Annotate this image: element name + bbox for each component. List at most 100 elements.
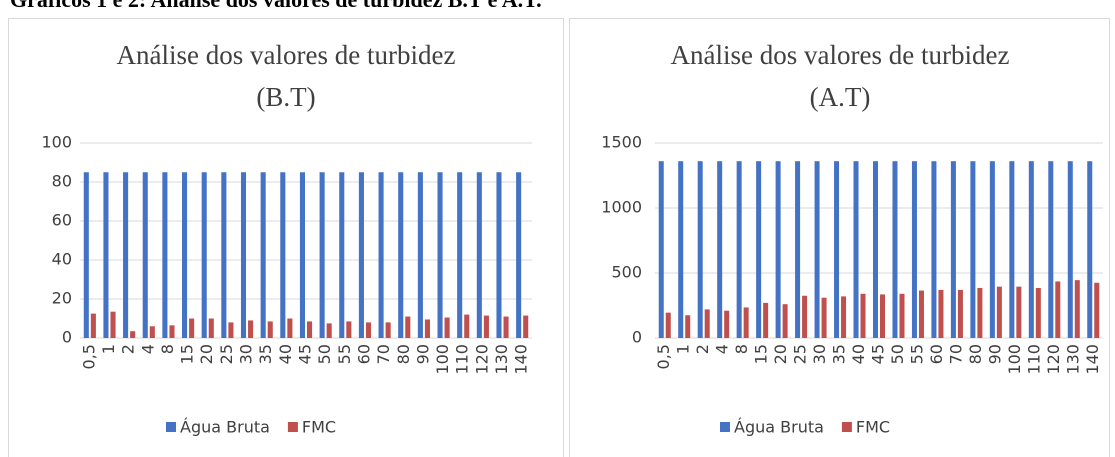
x-tick-label: 100 xyxy=(1005,344,1024,375)
bar xyxy=(1028,161,1034,338)
chart-frame xyxy=(8,18,564,457)
legend-swatch xyxy=(287,422,298,432)
x-tick-label: 130 xyxy=(1063,344,1082,375)
bar xyxy=(339,172,345,338)
x-tick-label: 25 xyxy=(791,344,810,364)
bar xyxy=(665,312,671,338)
bar xyxy=(950,161,956,338)
bar xyxy=(457,172,463,338)
y-tick-label: 0 xyxy=(62,328,72,347)
bar xyxy=(775,161,781,338)
bar xyxy=(385,322,391,338)
bar xyxy=(189,318,195,338)
y-tick-label: 1500 xyxy=(601,133,642,152)
y-tick-label: 500 xyxy=(611,263,642,282)
x-tick-label: 40 xyxy=(276,344,295,364)
x-tick-label: 140 xyxy=(1083,344,1102,375)
bar xyxy=(162,172,168,338)
bar xyxy=(280,172,286,338)
x-tick-label: 4 xyxy=(138,344,157,354)
legend-swatch xyxy=(720,422,730,432)
bar xyxy=(736,161,742,338)
bar xyxy=(90,313,96,338)
y-tick-label: 20 xyxy=(52,289,72,308)
bar xyxy=(476,172,482,338)
x-tick-label: 90 xyxy=(413,344,432,364)
bar xyxy=(267,321,273,338)
header: Gráficos 1 e 2: Análise dos valores de t… xyxy=(10,0,542,12)
x-tick-label: 80 xyxy=(966,344,985,364)
bar xyxy=(142,172,148,338)
x-tick-label: 0,5 xyxy=(654,344,673,369)
bar xyxy=(802,295,808,338)
bar xyxy=(365,322,372,338)
x-tick-label: 4 xyxy=(713,344,732,354)
legend-swatch xyxy=(841,422,852,432)
bar xyxy=(957,289,963,338)
chart-title: Análise dos valores de turbidez xyxy=(671,40,1010,70)
chart-title: Análise dos valores de turbidez xyxy=(117,40,456,70)
bar xyxy=(814,161,820,338)
bar xyxy=(398,172,404,338)
bar xyxy=(743,307,749,338)
x-tick-label: 0,5 xyxy=(79,344,98,369)
x-tick-label: 8 xyxy=(158,344,177,354)
bar xyxy=(307,321,313,338)
bar xyxy=(1035,287,1041,338)
x-tick-label: 70 xyxy=(946,344,965,364)
bar xyxy=(872,161,878,338)
bar xyxy=(208,318,214,338)
bar xyxy=(417,172,423,338)
x-tick-label: 25 xyxy=(217,344,236,364)
bar xyxy=(346,321,352,338)
bar xyxy=(248,320,254,338)
bar xyxy=(1074,280,1080,338)
bar xyxy=(756,161,762,338)
bar xyxy=(228,322,234,338)
x-tick-label: 35 xyxy=(830,344,849,364)
x-tick-label: 1 xyxy=(674,344,693,354)
bar xyxy=(717,161,723,338)
legend-label: FMC xyxy=(856,418,890,437)
bar xyxy=(821,297,827,338)
x-tick-label: 110 xyxy=(453,344,472,375)
bar xyxy=(1094,282,1100,338)
bar xyxy=(287,318,293,338)
bar xyxy=(880,294,886,338)
bar xyxy=(503,316,509,338)
bar xyxy=(938,289,944,338)
bar xyxy=(326,323,332,338)
bar xyxy=(996,286,1002,338)
bar xyxy=(169,325,175,338)
x-tick-label: 55 xyxy=(335,344,354,364)
bar xyxy=(918,290,924,338)
bar xyxy=(358,172,364,338)
bar xyxy=(1087,161,1093,338)
bar xyxy=(378,172,384,338)
x-tick-label: 8 xyxy=(732,344,751,354)
bar xyxy=(240,172,247,338)
bar xyxy=(110,311,116,338)
legend-label: FMC xyxy=(302,418,336,437)
y-tick-label: 60 xyxy=(52,211,72,230)
x-tick-label: 90 xyxy=(985,344,1004,364)
bar xyxy=(516,172,522,338)
bar xyxy=(989,161,995,338)
y-tick-label: 0 xyxy=(632,328,642,347)
x-tick-label: 40 xyxy=(849,344,868,364)
chart-subtitle: (A.T) xyxy=(810,82,871,112)
x-tick-label: 15 xyxy=(178,344,197,364)
x-tick-label: 120 xyxy=(472,344,491,375)
y-tick-label: 1000 xyxy=(601,198,642,217)
x-tick-label: 50 xyxy=(888,344,907,364)
x-tick-label: 35 xyxy=(256,344,275,364)
x-tick-label: 2 xyxy=(119,344,138,354)
bar xyxy=(437,172,443,338)
bar xyxy=(523,315,529,338)
legend-swatch xyxy=(166,422,176,432)
bar xyxy=(149,326,155,338)
bar xyxy=(724,310,730,338)
x-tick-label: 30 xyxy=(810,344,829,364)
bar xyxy=(860,293,866,338)
